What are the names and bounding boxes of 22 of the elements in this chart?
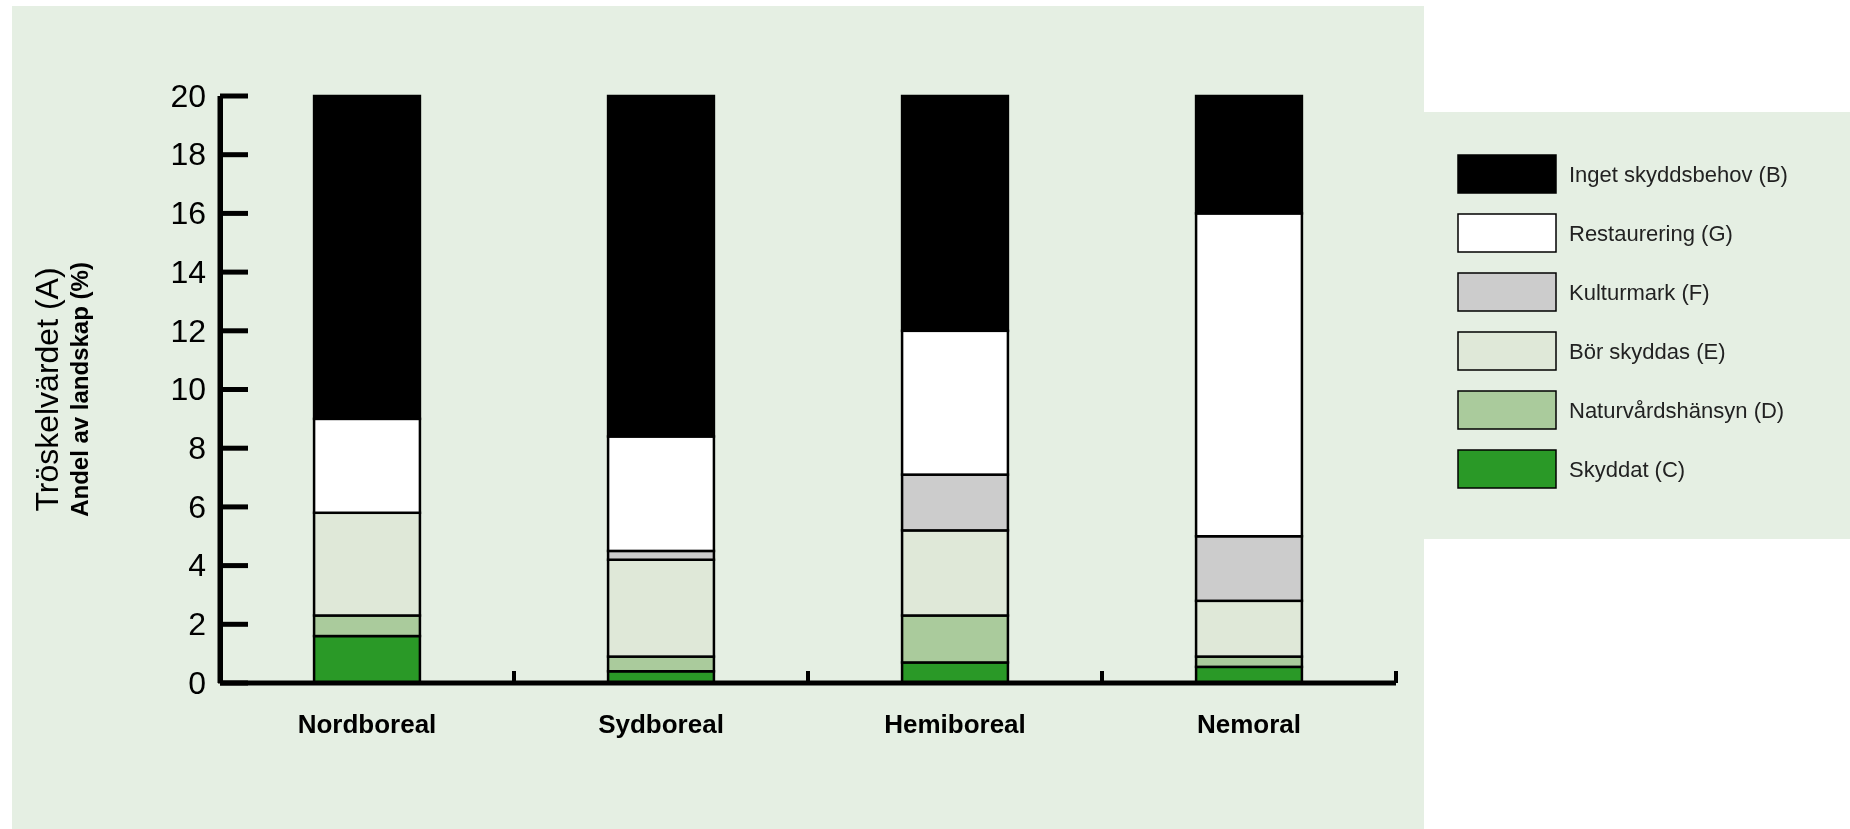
- legend-label: Bör skyddas (E): [1569, 338, 1726, 364]
- legend-label: Inget skyddsbehov (B): [1569, 161, 1788, 187]
- y-tick-label: 10: [170, 371, 206, 408]
- y-tick-label: 20: [170, 77, 206, 114]
- y-tick-label: 0: [188, 664, 206, 701]
- legend-label: Kulturmark (F): [1569, 279, 1710, 305]
- y-tick-label: 6: [188, 488, 206, 525]
- y-tick-label: 8: [188, 429, 206, 466]
- x-tick-label: Nemoral: [1196, 709, 1302, 739]
- y-tick-label: 14: [170, 253, 206, 290]
- legend-label: Naturvårdshänsyn (D): [1569, 397, 1785, 423]
- legend-label: Skyddat (C): [1569, 456, 1686, 482]
- legend-label: Restaurering (G): [1569, 220, 1733, 246]
- x-tick-label: Sydboreal: [598, 709, 724, 739]
- y-tick-label: 18: [170, 136, 206, 173]
- y-tick-label: 2: [188, 606, 206, 643]
- y-tick-label: 12: [170, 312, 206, 349]
- x-tick-label: Hemiboreal: [884, 709, 1026, 739]
- x-tick-label: Nordboreal: [297, 709, 437, 739]
- y-tick-label: 4: [188, 547, 206, 584]
- y-axis-title: Tröskelvärdet (A) Andel av landskap (%): [29, 262, 93, 517]
- y-tick-label: 16: [170, 195, 206, 232]
